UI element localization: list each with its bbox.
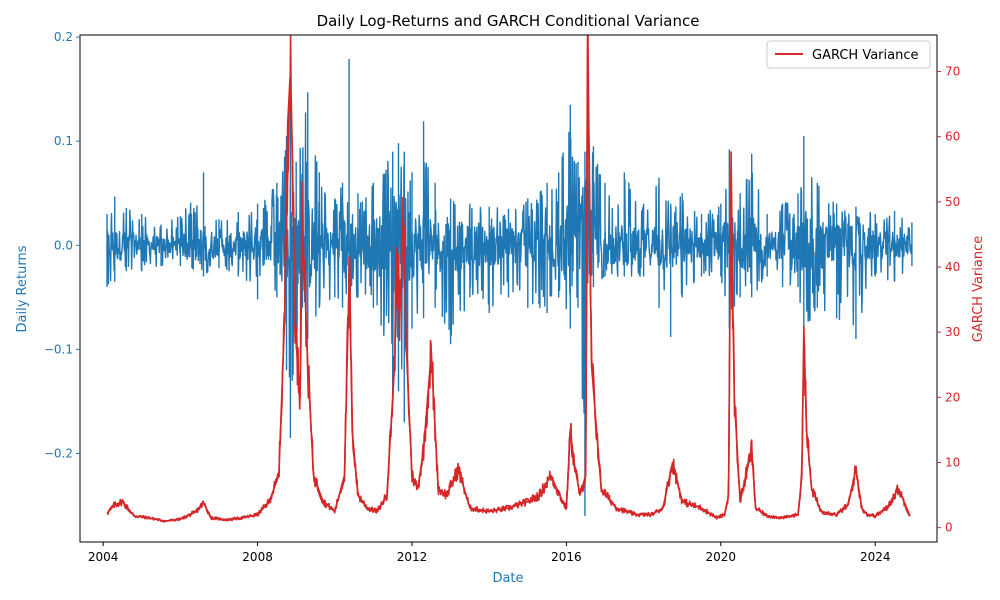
y-right-tick-label: 0: [945, 521, 953, 535]
x-axis-label: Date: [492, 571, 523, 586]
y-right-tick-label: 10: [945, 455, 960, 469]
y-right-tick-label: 70: [945, 64, 960, 78]
y-right-tick-label: 50: [945, 195, 960, 209]
y-right-tick-label: 40: [945, 260, 960, 274]
x-tick-label: 2016: [551, 550, 582, 564]
x-tick-label: 2004: [88, 550, 119, 564]
legend-label-garch: GARCH Variance: [812, 48, 919, 63]
y-left-tick-label: 0.1: [54, 134, 73, 148]
y-axis-left-label: Daily Returns: [15, 245, 30, 332]
y-axis-right-label: GARCH Variance: [971, 236, 986, 343]
garch-variance-series: [106, 35, 911, 523]
y-right-tick-label: 60: [945, 130, 960, 144]
y-right-tick-label: 20: [945, 390, 960, 404]
y-right-tick-label: 30: [945, 325, 960, 339]
x-tick-label: 2020: [706, 550, 737, 564]
legend: GARCH Variance: [766, 40, 931, 69]
returns-line: [106, 112, 913, 414]
x-tick-label: 2024: [860, 550, 891, 564]
y-left-tick-label: 0.0: [54, 238, 73, 252]
chart-title: Daily Log-Returns and GARCH Conditional …: [317, 12, 700, 30]
x-tick-label: 2012: [397, 550, 428, 564]
x-tick-label: 2008: [242, 550, 273, 564]
y-left-tick-label: 0.2: [54, 30, 73, 44]
garch-variance-peaks: [106, 57, 911, 522]
plot-frame: [79, 34, 938, 543]
legend-box: [766, 40, 931, 69]
y-left-tick-label: −0.1: [44, 342, 73, 356]
y-left-tick-label: −0.2: [44, 447, 73, 461]
